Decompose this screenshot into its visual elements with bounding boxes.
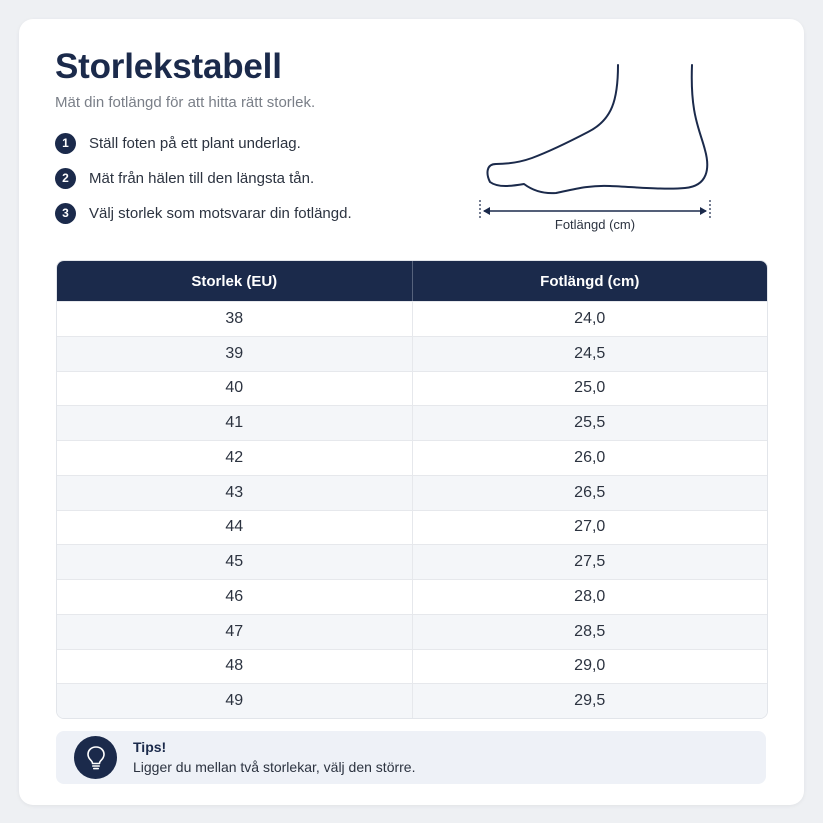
length-cell: 28,5	[411, 614, 768, 649]
length-cell: 29,5	[411, 684, 768, 718]
length-cell: 27,0	[411, 510, 768, 545]
table-row: 48 29,0	[57, 648, 768, 684]
size-cell: 41	[225, 414, 244, 432]
size-cell: 44	[225, 518, 244, 536]
step-text: Välj storlek som motsvarar din fotlängd.	[89, 204, 352, 222]
size-cell: 47	[225, 622, 244, 640]
tips-text: Ligger du mellan två storlekar, välj den…	[133, 759, 416, 775]
size-cell: 49	[225, 692, 244, 710]
length-cell: 28,0	[411, 580, 768, 614]
size-cell: 48	[225, 657, 244, 675]
size-cell: 45	[225, 553, 244, 571]
column-header-size: Storlek (EU)	[191, 272, 278, 290]
table-body: 38 24,0 39 24,5 40 25,0 41 25,5 42 26,0 43 26,…	[57, 301, 767, 718]
instruction-steps: 1 Ställ foten på ett plant underlag. 2 M…	[55, 131, 352, 236]
step-1: 1 Ställ foten på ett plant underlag.	[55, 131, 352, 155]
size-cell: 42	[225, 448, 244, 466]
table-row: 42 26,0	[57, 440, 767, 475]
table-row: 45 27,5	[57, 544, 767, 579]
foot-measurement-icon	[479, 64, 711, 220]
length-cell: 26,5	[411, 475, 768, 510]
length-cell: 24,0	[411, 302, 768, 336]
table-row: 46 28,0	[57, 579, 767, 614]
step-2: 2 Mät från hälen till den längsta tån.	[55, 166, 352, 190]
table-row: 43 26,5	[57, 474, 768, 510]
step-text: Mät från hälen till den längsta tån.	[89, 169, 315, 187]
foot-length-label: Fotlängd (cm)	[554, 217, 636, 232]
size-cell: 38	[225, 309, 244, 327]
tips-box: Tips! Ligger du mellan två storlekar, vä…	[56, 731, 766, 784]
size-cell: 39	[225, 344, 244, 362]
table-row: 49 29,5	[57, 683, 767, 718]
size-table: Storlek (EU) Fotlängd (cm) 38 24,0 39 24,5…	[56, 260, 768, 719]
table-row: 44 27,0	[57, 509, 768, 545]
table-row: 38 24,0	[57, 301, 767, 336]
size-cell: 43	[225, 483, 244, 501]
tips-title: Tips!	[133, 739, 167, 755]
page-subtitle: Mät din fotlängd för att hitta rätt stor…	[55, 94, 316, 111]
step-text: Ställ foten på ett plant underlag.	[89, 134, 301, 152]
length-cell: 27,5	[411, 545, 768, 579]
length-cell: 26,0	[411, 441, 768, 475]
table-row: 41 25,5	[57, 405, 767, 440]
table-row: 39 24,5	[57, 335, 768, 371]
lightbulb-icon	[74, 736, 117, 779]
size-cell: 40	[225, 379, 244, 397]
length-cell: 29,0	[411, 649, 768, 684]
page-title: Storlekstabell	[55, 47, 282, 86]
table-row: 47 28,5	[57, 613, 768, 649]
size-cell: 46	[225, 587, 244, 605]
table-header: Storlek (EU) Fotlängd (cm)	[57, 261, 767, 301]
foot-illustration: Fotlängd (cm)	[470, 60, 730, 240]
step-3: 3 Välj storlek som motsvarar din fotläng…	[55, 201, 352, 225]
length-cell: 24,5	[411, 336, 768, 371]
length-cell: 25,5	[411, 406, 768, 440]
step-number-badge: 2	[55, 167, 76, 189]
step-number-badge: 3	[55, 202, 76, 224]
column-header-foot-length: Fotlängd (cm)	[411, 261, 768, 301]
table-row: 40 25,0	[57, 370, 768, 406]
step-number-badge: 1	[55, 132, 76, 154]
length-cell: 25,0	[411, 371, 768, 406]
